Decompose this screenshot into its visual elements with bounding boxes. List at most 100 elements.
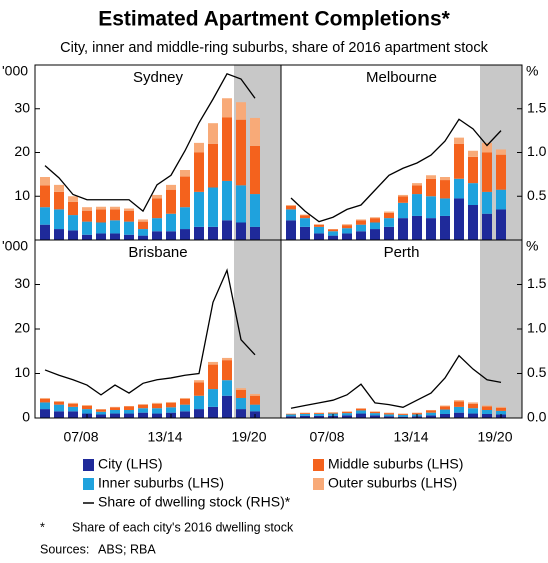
y2-tick-label: 0.5 (527, 364, 547, 380)
bar-segment (370, 222, 380, 230)
bar-segment (356, 413, 366, 418)
bar-segment (82, 234, 92, 240)
bar-segment (208, 389, 218, 407)
y2-axis-label: % (526, 63, 538, 79)
legend-label: Inner suburbs (LHS) (98, 475, 224, 491)
bar-segment (208, 123, 218, 144)
share-line (44, 72, 256, 213)
bar-segment (496, 406, 506, 408)
bar-segment (300, 413, 310, 416)
bar-segment (68, 230, 78, 240)
y2-tick-label: 0.0 (527, 409, 547, 425)
bar-segment (54, 401, 64, 402)
bar-segment (40, 402, 50, 410)
bar-segment (300, 215, 310, 219)
bar-segment (468, 402, 478, 404)
bar-segment (180, 207, 190, 230)
bar-segment (166, 189, 176, 214)
bar-segment (166, 213, 176, 232)
bar-segment (454, 178, 464, 199)
bar-segment (440, 406, 450, 410)
bar-segment (314, 226, 324, 234)
bar-segment (180, 170, 190, 177)
bar-segment (468, 413, 478, 418)
bar-segment (342, 228, 352, 234)
bar-segment (222, 180, 232, 221)
bar-segment (356, 219, 366, 221)
bar-segment (96, 206, 106, 210)
bar-segment (222, 357, 232, 361)
bar-segment (68, 201, 78, 216)
bar-segment (300, 415, 310, 418)
bar-segment (236, 388, 246, 390)
bar-segment (152, 194, 162, 199)
y-tick-label: 30 (14, 99, 30, 115)
bar-segment (222, 360, 232, 381)
bar-segment (384, 416, 394, 418)
bar-segment (250, 226, 260, 240)
bar-segment (68, 403, 78, 407)
bar-segment (124, 406, 134, 410)
bar-segment (342, 224, 352, 226)
bar-segment (384, 218, 394, 227)
bar-segment (314, 415, 324, 418)
bar-segment (412, 185, 422, 195)
bar-segment (54, 229, 64, 240)
bar-segment (236, 389, 246, 398)
bar-segment (412, 215, 422, 240)
bar-segment (398, 414, 408, 417)
bar-segment (496, 149, 506, 155)
forecast-shade (480, 240, 522, 418)
bar-segment (110, 413, 120, 418)
y-tick-label: 20 (14, 320, 30, 336)
bar-segment (208, 143, 218, 188)
bar-segment (398, 413, 408, 415)
bar-segment (398, 416, 408, 418)
bar-segment (152, 403, 162, 409)
bar-segment (138, 404, 148, 409)
footnote: Share of each city's 2016 dwelling stock (72, 520, 294, 534)
y2-tick-label: 1.5 (527, 275, 547, 291)
bar-segment (40, 398, 50, 403)
panel-title: Melbourne (366, 69, 437, 86)
bar-segment (426, 412, 436, 416)
panel-title: Sydney (133, 69, 184, 86)
bar-segment (454, 401, 464, 407)
y2-tick-label: 1.0 (527, 143, 547, 159)
bar-segment (194, 142, 204, 153)
bar-segment (384, 212, 394, 219)
bar-segment (300, 218, 310, 227)
y-tick-label: 20 (14, 143, 30, 159)
y2-axis-label: % (526, 238, 538, 254)
bar-segment (356, 220, 366, 225)
footnote-mark: * (40, 520, 45, 534)
bar-segment (356, 410, 366, 414)
bar-segment (250, 117, 260, 146)
bar-segment (454, 198, 464, 240)
bar-segment (166, 184, 176, 190)
bar-segment (208, 187, 218, 227)
bar-segment (54, 411, 64, 418)
bar-segment (110, 220, 120, 234)
bar-segment (300, 413, 310, 414)
bar-segment (356, 224, 366, 232)
legend-swatch (83, 459, 94, 471)
bar-segment (180, 176, 190, 208)
bar-segment (398, 194, 408, 197)
bar-segment (194, 382, 204, 396)
bar-segment (286, 205, 296, 206)
bar-segment (194, 395, 204, 410)
bar-segment (166, 401, 176, 403)
bar-segment (180, 404, 190, 412)
bar-segment (40, 185, 50, 208)
bar-segment (110, 233, 120, 240)
bar-segment (440, 409, 450, 414)
bar-segment (398, 218, 408, 240)
bar-segment (468, 408, 478, 414)
bar-segment (468, 183, 478, 205)
y2-tick-label: 0.5 (527, 187, 547, 203)
bar-segment (300, 214, 310, 216)
bar-segment (54, 209, 64, 230)
y-axis-label: '000 (2, 238, 28, 254)
panel-title: Perth (384, 244, 420, 261)
